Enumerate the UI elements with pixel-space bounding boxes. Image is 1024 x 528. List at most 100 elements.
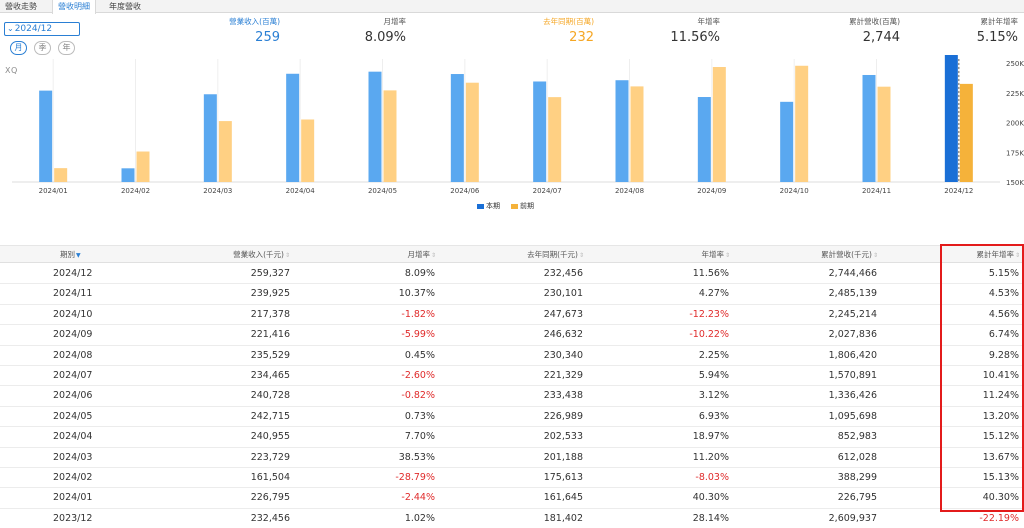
x-tick-label: 2024/07: [533, 187, 562, 195]
x-tick-label: 2024/02: [121, 187, 150, 195]
tab-revenue-trend[interactable]: 營收走勢: [5, 2, 37, 11]
x-tick-label: 2024/06: [450, 187, 480, 195]
cell-cumulative-yoy: 10.41%: [982, 369, 1019, 381]
cell-last-year: 221,329: [543, 369, 583, 381]
cell-yoy: 3.12%: [698, 390, 729, 402]
table-row[interactable]: 2024/08 235,529 0.45% 230,340 2.25% 1,806,420…: [0, 346, 1024, 366]
cell-last-year: 233,438: [543, 390, 583, 402]
summary-label: 年增率: [697, 17, 721, 26]
header-period[interactable]: 期別▼: [60, 246, 81, 264]
header-mom[interactable]: 月增率⇕: [407, 246, 436, 264]
cell-period: 2024/03: [53, 451, 93, 463]
cell-yoy: 6.93%: [698, 410, 729, 422]
table-row[interactable]: 2024/02 161,504 -28.79% 175,613 -8.03% 388,29…: [0, 468, 1024, 489]
bar-previous[interactable]: [630, 86, 644, 182]
bar-previous[interactable]: [383, 90, 397, 182]
cell-period: 2024/02: [53, 471, 93, 483]
header-last-year[interactable]: 去年同期(千元)⇕: [527, 246, 584, 264]
bar-current[interactable]: [862, 74, 876, 182]
header-yoy[interactable]: 年增率⇕: [701, 246, 730, 264]
cell-mom: -1.82%: [401, 308, 435, 320]
header-revenue[interactable]: 營業收入(千元)⇕: [233, 246, 290, 264]
table-row[interactable]: 2024/11 239,925 10.37% 230,101 4.27% 2,485,13…: [0, 284, 1024, 305]
period-select[interactable]: ⌄2024/12: [4, 22, 80, 36]
header-cumulative-yoy[interactable]: 累計年增率⇕: [976, 246, 1020, 264]
cell-period: 2024/07: [53, 369, 93, 381]
bar-previous[interactable]: [136, 151, 150, 182]
bar-previous[interactable]: [795, 65, 809, 182]
bar-previous[interactable]: [465, 82, 479, 182]
bar-previous[interactable]: [218, 121, 232, 182]
bar-previous[interactable]: [548, 97, 562, 182]
pill-quarter[interactable]: 季: [34, 41, 51, 55]
cell-last-year: 230,101: [543, 288, 583, 300]
cell-period: 2024/05: [53, 410, 93, 422]
cell-mom: 10.37%: [398, 288, 435, 300]
cell-last-year: 202,533: [543, 431, 583, 443]
cell-cumulative-yoy: 6.74%: [988, 329, 1019, 341]
y-tick-label: 200K: [1006, 120, 1024, 128]
tab-bar: 營收走勢 營收明細 年度營收: [0, 0, 1024, 14]
header-label: 月增率: [407, 250, 430, 259]
table-row[interactable]: 2024/03 223,729 38.53% 201,188 11.20% 612,028…: [0, 448, 1024, 468]
bar-current[interactable]: [39, 90, 53, 182]
cell-yoy: 11.20%: [692, 451, 729, 463]
header-label: 期別: [60, 250, 75, 259]
cell-cumulative-yoy: 13.20%: [982, 410, 1019, 422]
table-row[interactable]: 2024/01 226,795 -2.44% 161,645 40.30% 226,795…: [0, 488, 1024, 509]
bar-current[interactable]: [368, 71, 382, 182]
bar-current[interactable]: [286, 73, 300, 182]
pill-year[interactable]: 年: [58, 41, 75, 55]
bar-previous[interactable]: [712, 67, 726, 182]
pill-month[interactable]: 月: [10, 41, 27, 55]
bar-previous[interactable]: [54, 168, 68, 182]
bar-previous[interactable]: [959, 83, 973, 182]
tab-revenue-detail[interactable]: 營收明細: [52, 0, 96, 14]
cell-revenue: 221,416: [250, 329, 290, 341]
bar-current[interactable]: [450, 74, 464, 182]
bar-current[interactable]: [780, 101, 794, 182]
bar-previous[interactable]: [301, 119, 315, 182]
header-cumulative[interactable]: 累計營收(千元)⇕: [821, 246, 878, 264]
cell-yoy: 4.27%: [698, 288, 729, 300]
header-label: 去年同期(千元): [527, 250, 578, 259]
table-row[interactable]: 2024/12 259,327 8.09% 232,456 11.56% 2,744,46…: [0, 264, 1024, 285]
bar-current[interactable]: [944, 55, 958, 182]
cell-last-year: 246,632: [543, 329, 583, 341]
table-row[interactable]: 2024/04 240,955 7.70% 202,533 18.97% 852,983 1…: [0, 427, 1024, 448]
table-row[interactable]: 2024/06 240,728 -0.82% 233,438 3.12% 1,336,42…: [0, 386, 1024, 407]
table-row[interactable]: 2024/10 217,378 -1.82% 247,673 -12.23% 2,245,…: [0, 305, 1024, 326]
cell-revenue: 226,795: [250, 492, 290, 504]
tab-annual-revenue[interactable]: 年度營收: [109, 2, 141, 11]
bar-current[interactable]: [121, 168, 135, 182]
cell-revenue: 161,504: [250, 471, 290, 483]
cell-cumulative-yoy: 4.56%: [988, 308, 1019, 320]
cell-mom: 1.02%: [404, 512, 435, 524]
legend-previous-label: 前期: [520, 202, 534, 210]
table-row[interactable]: 2024/09 221,416 -5.99% 246,632 -10.22% 2,027,…: [0, 325, 1024, 346]
bar-current[interactable]: [533, 81, 547, 182]
table-row[interactable]: 2024/05 242,715 0.73% 226,989 6.93% 1,095,698…: [0, 407, 1024, 428]
cell-period: 2024/01: [53, 492, 93, 504]
cell-period: 2024/08: [53, 349, 93, 361]
table-body: 2024/12 259,327 8.09% 232,456 11.56% 2,744,46…: [0, 264, 1024, 528]
bar-current[interactable]: [697, 97, 711, 182]
bar-previous[interactable]: [877, 86, 891, 182]
x-tick-label: 2024/10: [780, 187, 809, 195]
cell-revenue: 234,465: [250, 369, 290, 381]
cell-cumulative-yoy: 15.13%: [982, 471, 1019, 483]
table-row[interactable]: 2023/12 232,456 1.02% 181,402 28.14% 2,609,93…: [0, 509, 1024, 528]
cell-cumulative: 2,744,466: [828, 268, 877, 279]
y-tick-label: 250K: [1006, 60, 1024, 68]
cell-revenue: 240,955: [250, 431, 290, 443]
cell-mom: 7.70%: [404, 431, 435, 443]
summary-yoy: 年增率 11.56%: [670, 16, 720, 45]
cell-cumulative: 2,245,214: [828, 308, 877, 320]
table-row[interactable]: 2024/07 234,465 -2.60% 221,329 5.94% 1,570,89…: [0, 366, 1024, 387]
cell-cumulative: 2,485,139: [828, 288, 877, 300]
cell-revenue: 223,729: [250, 451, 290, 463]
x-tick-label: 2024/11: [862, 187, 891, 195]
bar-current[interactable]: [203, 94, 217, 182]
cell-mom: -2.60%: [401, 369, 435, 381]
bar-current[interactable]: [615, 80, 629, 182]
